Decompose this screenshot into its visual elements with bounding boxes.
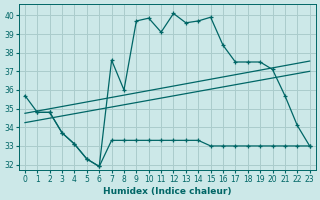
X-axis label: Humidex (Indice chaleur): Humidex (Indice chaleur) xyxy=(103,187,232,196)
